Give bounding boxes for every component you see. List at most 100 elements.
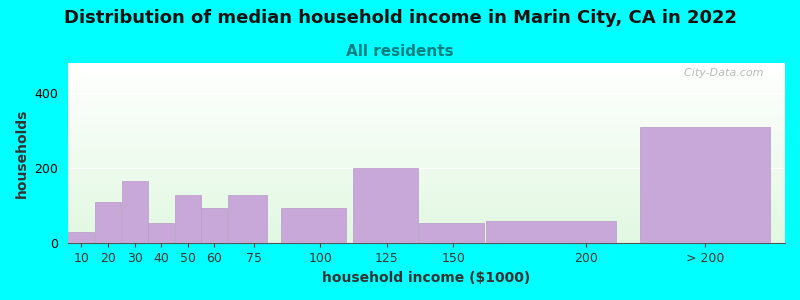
- Bar: [68, 200, 785, 201]
- Bar: [68, 219, 785, 220]
- Bar: [68, 218, 785, 219]
- Bar: [68, 103, 785, 104]
- Bar: [68, 65, 785, 66]
- Bar: [68, 97, 785, 98]
- Bar: [68, 171, 785, 172]
- Bar: [68, 235, 785, 236]
- Bar: [68, 233, 785, 234]
- Bar: [68, 116, 785, 117]
- Bar: [68, 228, 785, 229]
- Bar: [68, 217, 785, 218]
- Bar: [68, 186, 785, 187]
- Bar: [68, 144, 785, 145]
- Bar: [68, 134, 785, 135]
- X-axis label: household income ($1000): household income ($1000): [322, 271, 530, 285]
- Bar: [68, 191, 785, 192]
- Bar: [68, 69, 785, 70]
- Bar: [68, 118, 785, 119]
- Bar: [68, 234, 785, 235]
- Bar: [68, 101, 785, 102]
- Bar: [68, 151, 785, 152]
- Bar: [68, 145, 785, 146]
- Bar: [68, 139, 785, 140]
- Bar: [68, 190, 785, 191]
- Bar: [68, 229, 785, 230]
- Bar: [68, 195, 785, 196]
- Bar: [486, 221, 617, 243]
- Bar: [68, 182, 785, 183]
- Bar: [68, 113, 785, 114]
- Bar: [68, 137, 785, 138]
- Bar: [68, 73, 785, 74]
- Bar: [68, 80, 785, 81]
- Bar: [68, 153, 785, 154]
- Bar: [68, 230, 785, 231]
- Bar: [68, 223, 785, 224]
- Bar: [68, 169, 785, 170]
- Bar: [68, 67, 785, 68]
- Bar: [68, 162, 785, 163]
- Bar: [68, 165, 785, 166]
- Bar: [68, 161, 785, 162]
- Bar: [68, 183, 785, 184]
- Bar: [68, 177, 785, 178]
- Bar: [68, 203, 785, 204]
- Bar: [68, 131, 785, 132]
- Bar: [68, 236, 785, 237]
- Bar: [68, 95, 785, 96]
- Bar: [228, 195, 267, 243]
- Bar: [68, 107, 785, 108]
- Bar: [68, 199, 785, 200]
- Bar: [68, 240, 785, 241]
- Bar: [68, 208, 785, 209]
- Bar: [68, 119, 785, 120]
- Bar: [68, 192, 785, 193]
- Bar: [68, 212, 785, 213]
- Bar: [68, 83, 785, 84]
- Bar: [68, 126, 785, 127]
- Bar: [68, 111, 785, 112]
- Bar: [68, 140, 785, 141]
- Bar: [68, 104, 785, 105]
- Bar: [68, 70, 785, 71]
- Bar: [68, 154, 785, 155]
- Bar: [68, 180, 785, 181]
- Bar: [68, 197, 785, 198]
- Bar: [68, 88, 785, 89]
- Bar: [68, 163, 785, 164]
- Bar: [68, 82, 785, 83]
- Bar: [68, 238, 785, 239]
- Bar: [68, 216, 785, 217]
- Bar: [68, 147, 785, 148]
- Bar: [68, 205, 785, 206]
- Bar: [68, 142, 785, 143]
- Bar: [68, 106, 785, 107]
- Bar: [68, 152, 785, 153]
- Bar: [68, 98, 785, 99]
- Bar: [68, 201, 785, 202]
- Bar: [68, 172, 785, 173]
- Bar: [68, 66, 785, 67]
- Bar: [68, 175, 785, 176]
- Bar: [68, 173, 785, 174]
- Bar: [68, 71, 785, 72]
- Text: All residents: All residents: [346, 44, 454, 59]
- Bar: [68, 150, 785, 151]
- Bar: [68, 224, 785, 225]
- Bar: [68, 239, 785, 240]
- Bar: [68, 225, 785, 226]
- Bar: [68, 149, 785, 150]
- Bar: [68, 85, 785, 86]
- Bar: [68, 168, 785, 169]
- Bar: [68, 146, 785, 147]
- Bar: [68, 241, 785, 242]
- Bar: [68, 127, 785, 128]
- Bar: [353, 168, 418, 243]
- Bar: [68, 74, 785, 75]
- Bar: [68, 160, 785, 161]
- Bar: [68, 211, 785, 212]
- Bar: [68, 114, 785, 115]
- Bar: [68, 121, 785, 122]
- Bar: [68, 100, 785, 101]
- Bar: [68, 148, 785, 149]
